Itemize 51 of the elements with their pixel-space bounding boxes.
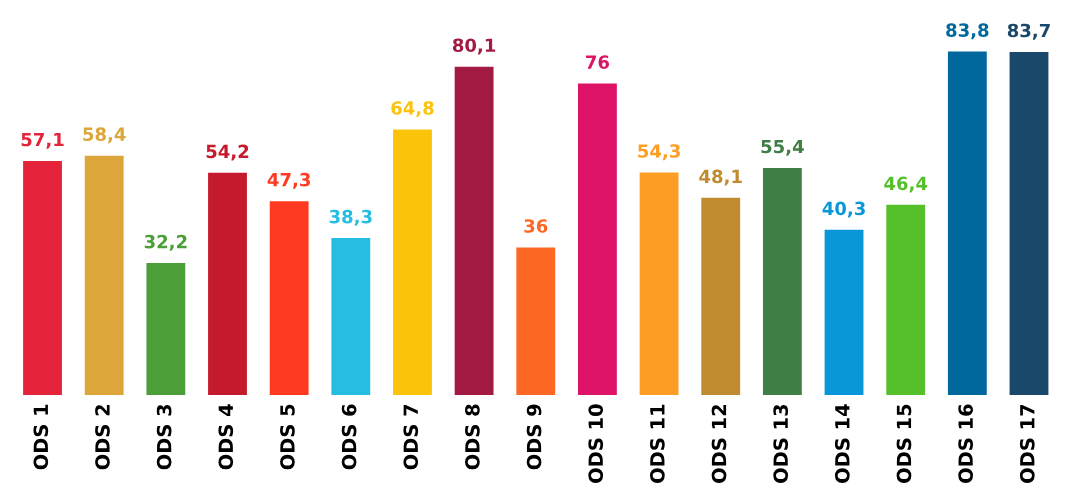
x-tick-label: ODS 6 xyxy=(341,404,357,470)
bar xyxy=(1009,51,1049,396)
x-tick-label: ODS 2 xyxy=(95,405,110,470)
data-label: 76 xyxy=(586,55,610,69)
x-tick-label: ODS 16 xyxy=(958,404,973,483)
bar xyxy=(947,51,987,396)
data-label: 55,4 xyxy=(761,139,804,156)
data-label: 47,3 xyxy=(267,172,310,189)
data-label: 54,2 xyxy=(206,144,249,161)
data-label: 58,4 xyxy=(83,127,126,144)
x-tick-label: ODS 3 xyxy=(156,404,172,470)
data-label: 54,3 xyxy=(638,144,680,161)
data-label: 64,8 xyxy=(391,101,434,118)
x-tick-label: ODS 13 xyxy=(773,404,789,483)
x-tick-label: ODS 4 xyxy=(218,404,234,470)
bar xyxy=(393,129,432,396)
x-tick-label: ODS 5 xyxy=(280,404,295,470)
bar xyxy=(331,238,371,396)
data-label: 48,1 xyxy=(699,169,742,186)
data-label: 80,1 xyxy=(452,38,496,55)
x-tick-label: ODS 7 xyxy=(403,404,419,470)
bar xyxy=(762,167,802,396)
bar xyxy=(701,197,741,396)
x-tick-label: ODS 14 xyxy=(834,404,850,483)
x-tick-label: ODS 17 xyxy=(1019,404,1035,483)
bar xyxy=(516,247,556,396)
x-tick-label: ODS 15 xyxy=(896,404,912,483)
x-tick-label: ODS 9 xyxy=(526,404,542,470)
bar xyxy=(639,172,679,396)
bar xyxy=(23,160,62,396)
data-label: 83,8 xyxy=(946,23,989,40)
data-label: 83,7 xyxy=(1007,23,1050,40)
data-label: 57,1 xyxy=(21,132,64,149)
data-label: 38,3 xyxy=(329,209,372,226)
data-label: 36 xyxy=(524,219,548,233)
x-tick-label: ODS 12 xyxy=(711,405,727,483)
bar xyxy=(578,83,617,396)
x-tick-label: ODS 11 xyxy=(650,404,665,483)
x-tick-label: ODS 8 xyxy=(465,404,480,470)
bar xyxy=(886,204,926,396)
bar xyxy=(146,263,186,396)
x-tick-label: ODS 10 xyxy=(588,404,604,483)
bar xyxy=(454,66,494,396)
bar xyxy=(84,155,124,396)
bar xyxy=(824,229,864,396)
data-label: 46,4 xyxy=(884,176,928,193)
bar xyxy=(208,172,247,396)
data-label: 32,2 xyxy=(144,234,187,251)
data-label: 40,3 xyxy=(822,201,865,218)
bar xyxy=(269,201,309,396)
x-tick-label: ODS 1 xyxy=(33,404,49,470)
